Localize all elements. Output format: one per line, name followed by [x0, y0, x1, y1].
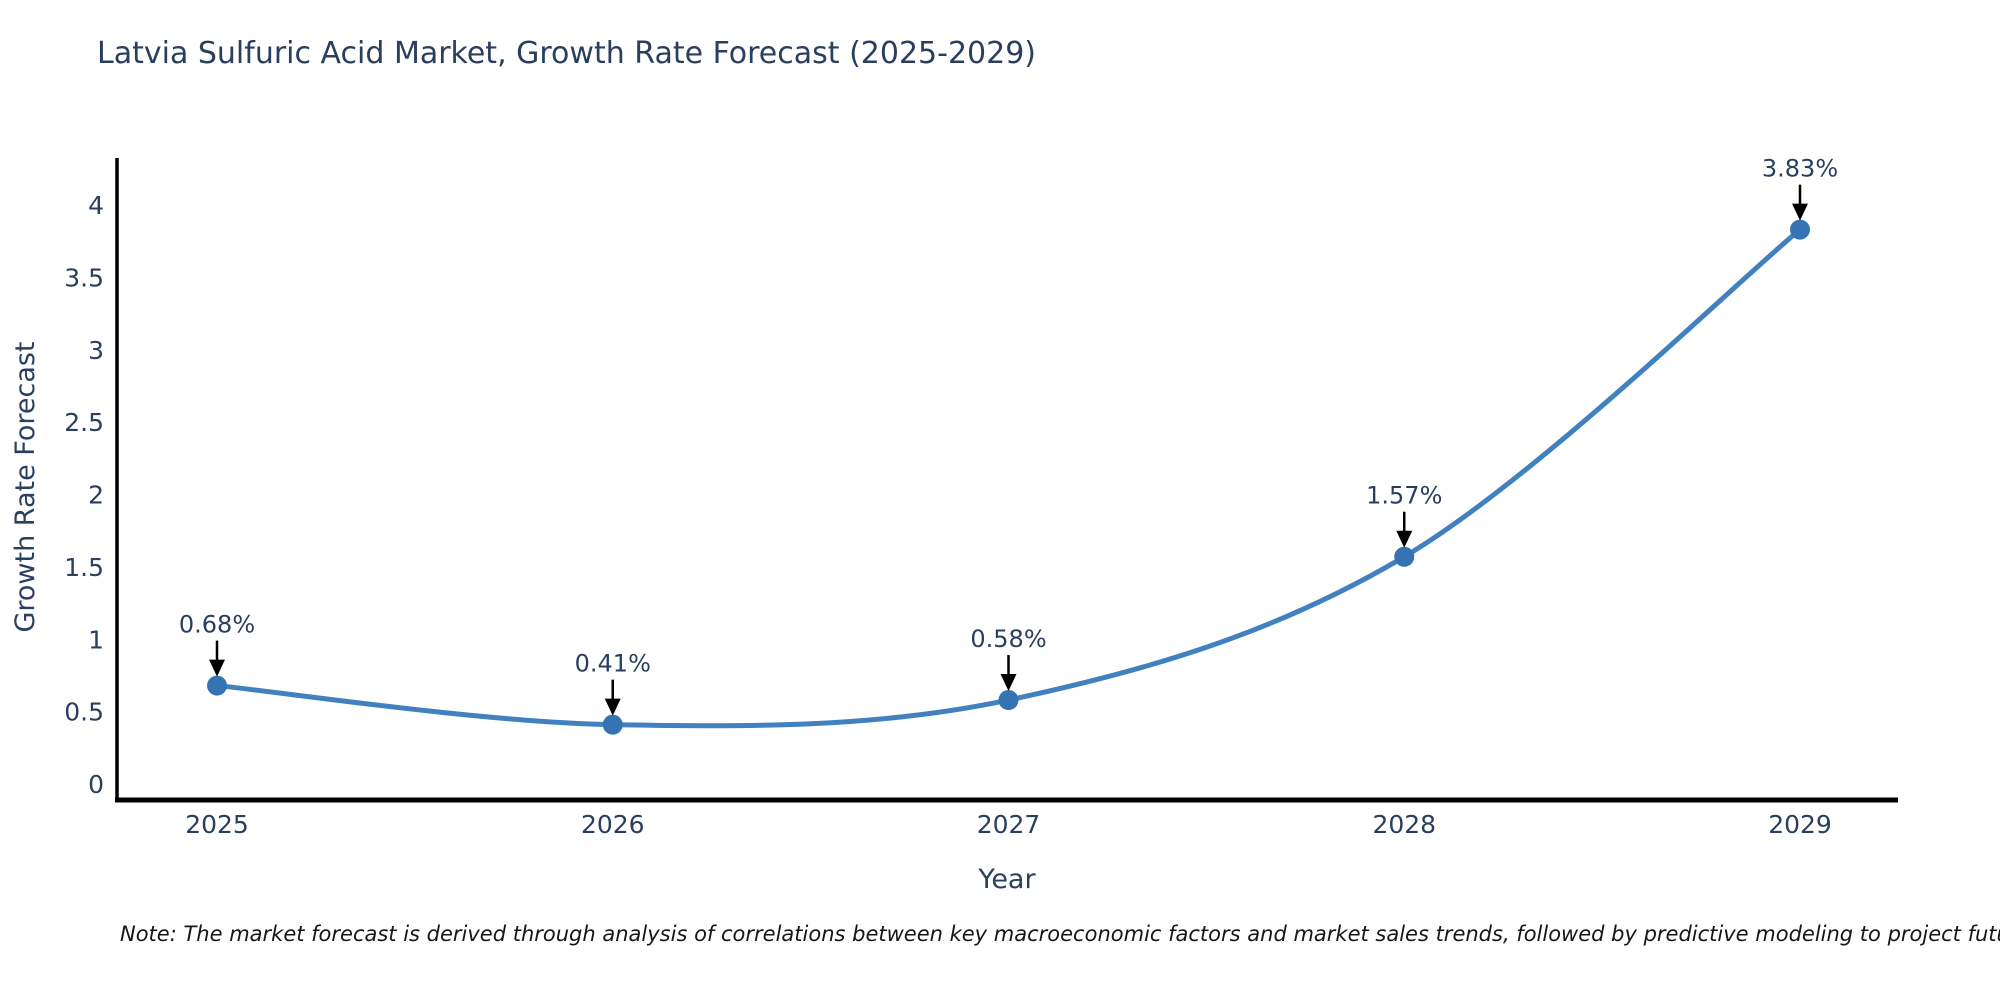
annotation-label-2029: 3.83%: [1762, 155, 1838, 183]
y-tick-label: 1: [88, 625, 104, 654]
y-axis-title: Growth Rate Forecast: [10, 341, 41, 632]
annotation-label-2027: 0.58%: [970, 625, 1046, 653]
data-point-marker-2027: [998, 690, 1019, 711]
annotation-arrowhead: [1792, 203, 1808, 221]
annotation-label-2028: 1.57%: [1366, 482, 1442, 510]
x-tick-label: 2028: [1372, 810, 1436, 839]
x-tick-label: 2025: [185, 810, 249, 839]
y-tick-label: 2: [88, 481, 104, 510]
annotation-arrowhead: [1396, 530, 1413, 548]
data-point-marker-2025: [207, 675, 227, 696]
data-point-marker-2029: [1790, 219, 1810, 240]
x-tick-label: 2027: [977, 810, 1041, 839]
annotation-arrowhead: [209, 659, 225, 677]
x-tick-label: 2029: [1768, 810, 1832, 839]
chart-title: Latvia Sulfuric Acid Market, Growth Rate…: [97, 36, 1036, 71]
forecast-line: [216, 227, 1802, 729]
x-axis-title: Year: [977, 864, 1036, 895]
y-tick-label: 0.5: [64, 698, 104, 727]
annotation-arrowhead: [1000, 674, 1017, 692]
annotation-arrowhead: [604, 698, 621, 716]
annotation-label-2026: 0.41%: [575, 650, 651, 678]
data-point-marker-2026: [602, 714, 623, 735]
data-point-marker-2028: [1394, 546, 1415, 567]
y-tick-label: 1.5: [64, 553, 104, 582]
y-tick-label: 3: [88, 336, 104, 365]
annotation-label-2025: 0.68%: [179, 611, 255, 639]
y-tick-label: 2.5: [64, 408, 104, 437]
y-tick-label: 3.5: [64, 263, 104, 292]
footnote: Note: The market forecast is derived thr…: [120, 922, 2000, 946]
y-tick-label: 4: [88, 191, 104, 220]
x-tick-label: 2026: [581, 810, 645, 839]
y-tick-label: 0: [88, 770, 104, 799]
